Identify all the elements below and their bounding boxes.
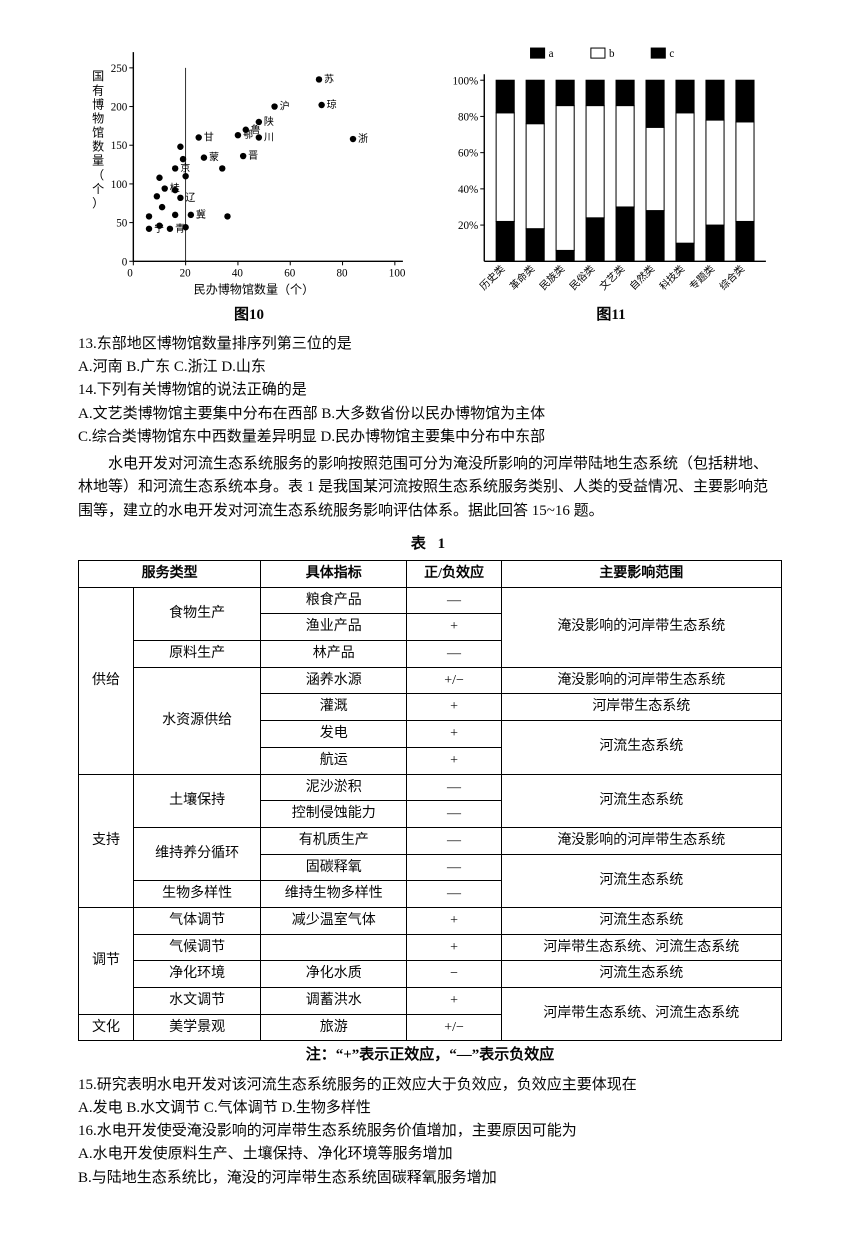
passage-2: 水电开发对河流生态系统服务的影响按照范围可分为淹没所影响的河岸带陆地生态系统（包… bbox=[78, 453, 782, 523]
question-16-option-b: B.与陆地生态系统比，淹没的河岸带生态系统固碳释氧服务增加 bbox=[78, 1167, 782, 1190]
svg-text:自然类: 自然类 bbox=[627, 262, 658, 293]
svg-text:沪: 沪 bbox=[280, 100, 290, 113]
svg-text:250: 250 bbox=[111, 63, 128, 75]
svg-text:数: 数 bbox=[92, 139, 104, 154]
svg-text:革命类: 革命类 bbox=[507, 262, 538, 293]
svg-text:80: 80 bbox=[337, 267, 349, 279]
svg-text:国: 国 bbox=[92, 69, 104, 83]
svg-text:蒙: 蒙 bbox=[209, 151, 219, 164]
svg-text:150: 150 bbox=[111, 140, 128, 152]
svg-text:80%: 80% bbox=[458, 111, 478, 123]
svg-text:20%: 20% bbox=[458, 220, 478, 232]
svg-text:有: 有 bbox=[92, 83, 104, 97]
question-15-stem: 15.研究表明水电开发对该河流生态系统服务的正效应大于负效应，负效应主要体现在 bbox=[78, 1074, 782, 1097]
svg-text:量: 量 bbox=[92, 154, 104, 168]
svg-text:专题类: 专题类 bbox=[687, 262, 718, 293]
table-1-title: 表 1 bbox=[78, 533, 782, 556]
svg-text:c: c bbox=[669, 48, 674, 60]
svg-text:历史类: 历史类 bbox=[477, 262, 508, 293]
svg-text:综合类: 综合类 bbox=[717, 262, 748, 293]
svg-text:琼: 琼 bbox=[327, 98, 337, 111]
svg-text:文艺类: 文艺类 bbox=[597, 262, 628, 293]
svg-text:京: 京 bbox=[180, 161, 190, 174]
svg-text:40%: 40% bbox=[458, 184, 478, 196]
svg-text:40: 40 bbox=[232, 267, 244, 279]
svg-text:20: 20 bbox=[180, 267, 192, 279]
svg-text:科技类: 科技类 bbox=[657, 262, 688, 293]
svg-text:辽: 辽 bbox=[185, 192, 195, 204]
figure-11: a b c 20% 40% 60% 80% 100% 历史类革命类民族类民俗类文艺类自然类科技类… bbox=[440, 40, 782, 327]
question-16-stem: 16.水电开发使受淹没影响的河岸带生态系统服务价值增加，主要原因可能为 bbox=[78, 1120, 782, 1143]
question-16-option-a: A.水电开发使原料生产、土壤保持、净化环境等服务增加 bbox=[78, 1143, 782, 1166]
question-13-stem: 13.东部地区博物馆数量排序列第三位的是 bbox=[78, 333, 782, 356]
question-13-options: A.河南 B.广东 C.浙江 D.山东 bbox=[78, 356, 782, 379]
svg-text:60: 60 bbox=[284, 267, 296, 279]
svg-text:冀: 冀 bbox=[196, 208, 206, 221]
svg-text:50: 50 bbox=[116, 218, 128, 230]
question-14-options-line2: C.综合类博物馆东中西数量差异明显 D.民办博物馆主要集中分布中东部 bbox=[78, 426, 782, 449]
svg-text:鄂: 鄂 bbox=[243, 129, 253, 141]
svg-text:0: 0 bbox=[127, 267, 133, 279]
svg-text:民族类: 民族类 bbox=[537, 262, 568, 293]
svg-text:晋: 晋 bbox=[248, 150, 258, 162]
figure-11-caption: 图11 bbox=[596, 304, 625, 327]
svg-text:b: b bbox=[609, 48, 615, 60]
svg-text:物: 物 bbox=[92, 111, 104, 125]
svg-text:陕: 陕 bbox=[264, 115, 274, 128]
figures-row: 050100150200250020406080100国有博物馆数量（个）民办博… bbox=[78, 40, 782, 327]
svg-text:200: 200 bbox=[111, 102, 128, 114]
table-1-note: 注：“+”表示正效应，“—”表示负效应 bbox=[78, 1044, 782, 1067]
svg-text:）: ） bbox=[92, 196, 104, 210]
stacked-bar-chart: a b c 20% 40% 60% 80% 100% 历史类革命类民族类民俗类文艺类自然类科技类… bbox=[440, 40, 782, 302]
figure-10: 050100150200250020406080100国有博物馆数量（个）民办博… bbox=[78, 40, 420, 327]
svg-text:100%: 100% bbox=[452, 75, 478, 87]
svg-text:民办博物馆数量（个）: 民办博物馆数量（个） bbox=[194, 281, 314, 296]
svg-text:浙: 浙 bbox=[358, 133, 368, 145]
scatter-chart: 050100150200250020406080100国有博物馆数量（个）民办博… bbox=[78, 40, 420, 302]
svg-text:民俗类: 民俗类 bbox=[567, 262, 598, 293]
svg-text:（: （ bbox=[92, 168, 104, 182]
question-15-options: A.发电 B.水文调节 C.气体调节 D.生物多样性 bbox=[78, 1097, 782, 1120]
svg-text:60%: 60% bbox=[458, 148, 478, 160]
table-1: 服务类型具体指标正/负效应主要影响范围供给食物生产粮食产品—淹没影响的河岸带生态… bbox=[78, 560, 782, 1041]
svg-text:个: 个 bbox=[92, 182, 104, 196]
svg-text:甘: 甘 bbox=[204, 131, 214, 144]
svg-text:100: 100 bbox=[111, 179, 128, 191]
svg-text:苏: 苏 bbox=[324, 72, 334, 85]
question-14-options-line1: A.文艺类博物馆主要集中分布在西部 B.大多数省份以民办博物馆为主体 bbox=[78, 403, 782, 426]
svg-text:川: 川 bbox=[264, 133, 274, 144]
svg-text:a: a bbox=[549, 48, 554, 60]
svg-text:100: 100 bbox=[389, 267, 406, 279]
question-14-stem: 14.下列有关博物馆的说法正确的是 bbox=[78, 379, 782, 402]
svg-text:馆: 馆 bbox=[92, 125, 104, 140]
figure-10-caption: 图10 bbox=[234, 304, 264, 327]
svg-text:博: 博 bbox=[92, 96, 104, 111]
